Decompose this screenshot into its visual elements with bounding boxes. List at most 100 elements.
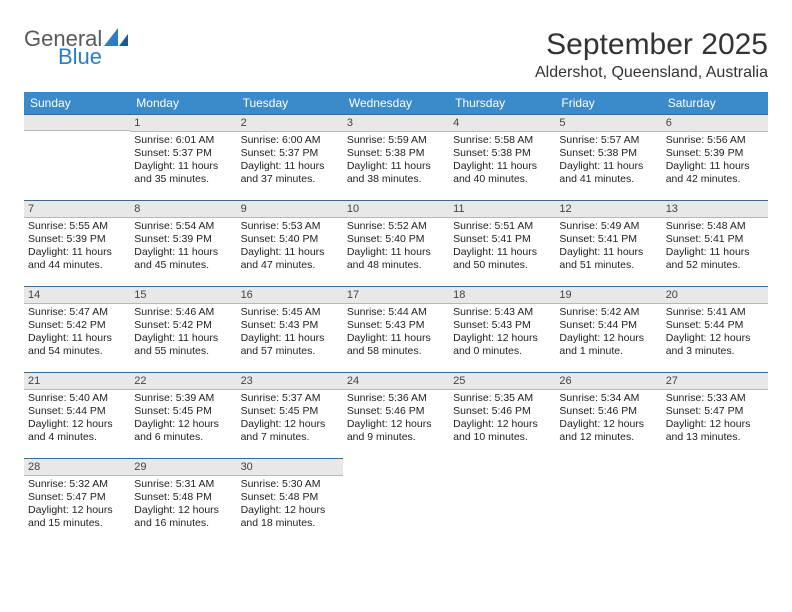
sunset-text: Sunset: 5:41 PM xyxy=(559,233,657,246)
sunset-text: Sunset: 5:39 PM xyxy=(666,147,764,160)
calendar-cell: 22Sunrise: 5:39 AMSunset: 5:45 PMDayligh… xyxy=(130,372,236,458)
sunrise-text: Sunrise: 5:45 AM xyxy=(241,306,339,319)
calendar-cell: 18Sunrise: 5:43 AMSunset: 5:43 PMDayligh… xyxy=(449,286,555,372)
day-details: Sunrise: 5:42 AMSunset: 5:44 PMDaylight:… xyxy=(555,304,661,359)
day-details: Sunrise: 5:31 AMSunset: 5:48 PMDaylight:… xyxy=(130,476,236,531)
daylight-text: Daylight: 12 hours and 3 minutes. xyxy=(666,332,764,358)
sunset-text: Sunset: 5:48 PM xyxy=(241,491,339,504)
calendar-cell xyxy=(24,114,130,200)
day-details: Sunrise: 5:55 AMSunset: 5:39 PMDaylight:… xyxy=(24,218,130,273)
sunset-text: Sunset: 5:45 PM xyxy=(241,405,339,418)
sunset-text: Sunset: 5:47 PM xyxy=(28,491,126,504)
sunrise-text: Sunrise: 5:46 AM xyxy=(134,306,232,319)
sunrise-text: Sunrise: 5:31 AM xyxy=(134,478,232,491)
sunset-text: Sunset: 5:38 PM xyxy=(453,147,551,160)
day-number: 24 xyxy=(343,372,449,390)
calendar-cell: 29Sunrise: 5:31 AMSunset: 5:48 PMDayligh… xyxy=(130,458,236,544)
day-details: Sunrise: 5:32 AMSunset: 5:47 PMDaylight:… xyxy=(24,476,130,531)
daylight-text: Daylight: 12 hours and 15 minutes. xyxy=(28,504,126,530)
day-details: Sunrise: 5:54 AMSunset: 5:39 PMDaylight:… xyxy=(130,218,236,273)
day-number: 2 xyxy=(237,114,343,132)
day-number: 9 xyxy=(237,200,343,218)
sunset-text: Sunset: 5:48 PM xyxy=(134,491,232,504)
sunset-text: Sunset: 5:39 PM xyxy=(134,233,232,246)
calendar-cell: 25Sunrise: 5:35 AMSunset: 5:46 PMDayligh… xyxy=(449,372,555,458)
calendar-cell: 11Sunrise: 5:51 AMSunset: 5:41 PMDayligh… xyxy=(449,200,555,286)
day-details: Sunrise: 5:56 AMSunset: 5:39 PMDaylight:… xyxy=(662,132,768,187)
daylight-text: Daylight: 11 hours and 48 minutes. xyxy=(347,246,445,272)
day-details: Sunrise: 5:33 AMSunset: 5:47 PMDaylight:… xyxy=(662,390,768,445)
calendar-cell xyxy=(449,458,555,544)
day-number: 25 xyxy=(449,372,555,390)
sunrise-text: Sunrise: 5:36 AM xyxy=(347,392,445,405)
day-header: Thursday xyxy=(449,92,555,114)
day-number: 15 xyxy=(130,286,236,304)
sunrise-text: Sunrise: 5:48 AM xyxy=(666,220,764,233)
calendar-week-row: 7Sunrise: 5:55 AMSunset: 5:39 PMDaylight… xyxy=(24,200,768,286)
day-number: 14 xyxy=(24,286,130,304)
calendar-cell: 5Sunrise: 5:57 AMSunset: 5:38 PMDaylight… xyxy=(555,114,661,200)
calendar-cell: 17Sunrise: 5:44 AMSunset: 5:43 PMDayligh… xyxy=(343,286,449,372)
sunrise-text: Sunrise: 5:30 AM xyxy=(241,478,339,491)
day-number: 10 xyxy=(343,200,449,218)
day-details: Sunrise: 5:47 AMSunset: 5:42 PMDaylight:… xyxy=(24,304,130,359)
sunset-text: Sunset: 5:43 PM xyxy=(241,319,339,332)
calendar-cell xyxy=(662,458,768,544)
sunrise-text: Sunrise: 5:33 AM xyxy=(666,392,764,405)
day-header: Sunday xyxy=(24,92,130,114)
sunset-text: Sunset: 5:45 PM xyxy=(134,405,232,418)
sunset-text: Sunset: 5:40 PM xyxy=(347,233,445,246)
calendar-cell: 24Sunrise: 5:36 AMSunset: 5:46 PMDayligh… xyxy=(343,372,449,458)
day-number: 18 xyxy=(449,286,555,304)
daylight-text: Daylight: 12 hours and 7 minutes. xyxy=(241,418,339,444)
sunrise-text: Sunrise: 5:56 AM xyxy=(666,134,764,147)
day-header: Monday xyxy=(130,92,236,114)
day-number: 21 xyxy=(24,372,130,390)
calendar-cell: 19Sunrise: 5:42 AMSunset: 5:44 PMDayligh… xyxy=(555,286,661,372)
day-number: 20 xyxy=(662,286,768,304)
month-title: September 2025 xyxy=(535,28,768,62)
day-number: 28 xyxy=(24,458,130,476)
day-details: Sunrise: 5:44 AMSunset: 5:43 PMDaylight:… xyxy=(343,304,449,359)
calendar-cell xyxy=(555,458,661,544)
sunset-text: Sunset: 5:46 PM xyxy=(559,405,657,418)
daylight-text: Daylight: 11 hours and 51 minutes. xyxy=(559,246,657,272)
daylight-text: Daylight: 12 hours and 18 minutes. xyxy=(241,504,339,530)
day-number: 7 xyxy=(24,200,130,218)
calendar-cell: 12Sunrise: 5:49 AMSunset: 5:41 PMDayligh… xyxy=(555,200,661,286)
sunrise-text: Sunrise: 5:34 AM xyxy=(559,392,657,405)
calendar-cell: 2Sunrise: 6:00 AMSunset: 5:37 PMDaylight… xyxy=(237,114,343,200)
sunrise-text: Sunrise: 5:57 AM xyxy=(559,134,657,147)
day-details: Sunrise: 5:30 AMSunset: 5:48 PMDaylight:… xyxy=(237,476,343,531)
day-number: 1 xyxy=(130,114,236,132)
day-details: Sunrise: 5:34 AMSunset: 5:46 PMDaylight:… xyxy=(555,390,661,445)
sunset-text: Sunset: 5:44 PM xyxy=(28,405,126,418)
sunset-text: Sunset: 5:43 PM xyxy=(453,319,551,332)
calendar-cell xyxy=(343,458,449,544)
day-number: 27 xyxy=(662,372,768,390)
day-details: Sunrise: 5:36 AMSunset: 5:46 PMDaylight:… xyxy=(343,390,449,445)
logo-sail-icon xyxy=(104,28,130,50)
sunrise-text: Sunrise: 5:42 AM xyxy=(559,306,657,319)
daylight-text: Daylight: 11 hours and 47 minutes. xyxy=(241,246,339,272)
day-header: Friday xyxy=(555,92,661,114)
daylight-text: Daylight: 11 hours and 50 minutes. xyxy=(453,246,551,272)
calendar-cell: 13Sunrise: 5:48 AMSunset: 5:41 PMDayligh… xyxy=(662,200,768,286)
sunset-text: Sunset: 5:41 PM xyxy=(666,233,764,246)
sunset-text: Sunset: 5:37 PM xyxy=(241,147,339,160)
header: General Blue September 2025 Aldershot, Q… xyxy=(24,28,768,82)
daylight-text: Daylight: 12 hours and 9 minutes. xyxy=(347,418,445,444)
day-number: 22 xyxy=(130,372,236,390)
calendar-cell: 10Sunrise: 5:52 AMSunset: 5:40 PMDayligh… xyxy=(343,200,449,286)
daylight-text: Daylight: 12 hours and 4 minutes. xyxy=(28,418,126,444)
calendar-cell: 21Sunrise: 5:40 AMSunset: 5:44 PMDayligh… xyxy=(24,372,130,458)
sunset-text: Sunset: 5:44 PM xyxy=(666,319,764,332)
day-number: 19 xyxy=(555,286,661,304)
calendar-cell: 23Sunrise: 5:37 AMSunset: 5:45 PMDayligh… xyxy=(237,372,343,458)
daylight-text: Daylight: 12 hours and 0 minutes. xyxy=(453,332,551,358)
day-details: Sunrise: 6:01 AMSunset: 5:37 PMDaylight:… xyxy=(130,132,236,187)
day-number: 29 xyxy=(130,458,236,476)
day-details: Sunrise: 5:35 AMSunset: 5:46 PMDaylight:… xyxy=(449,390,555,445)
sunrise-text: Sunrise: 5:49 AM xyxy=(559,220,657,233)
day-details: Sunrise: 5:49 AMSunset: 5:41 PMDaylight:… xyxy=(555,218,661,273)
